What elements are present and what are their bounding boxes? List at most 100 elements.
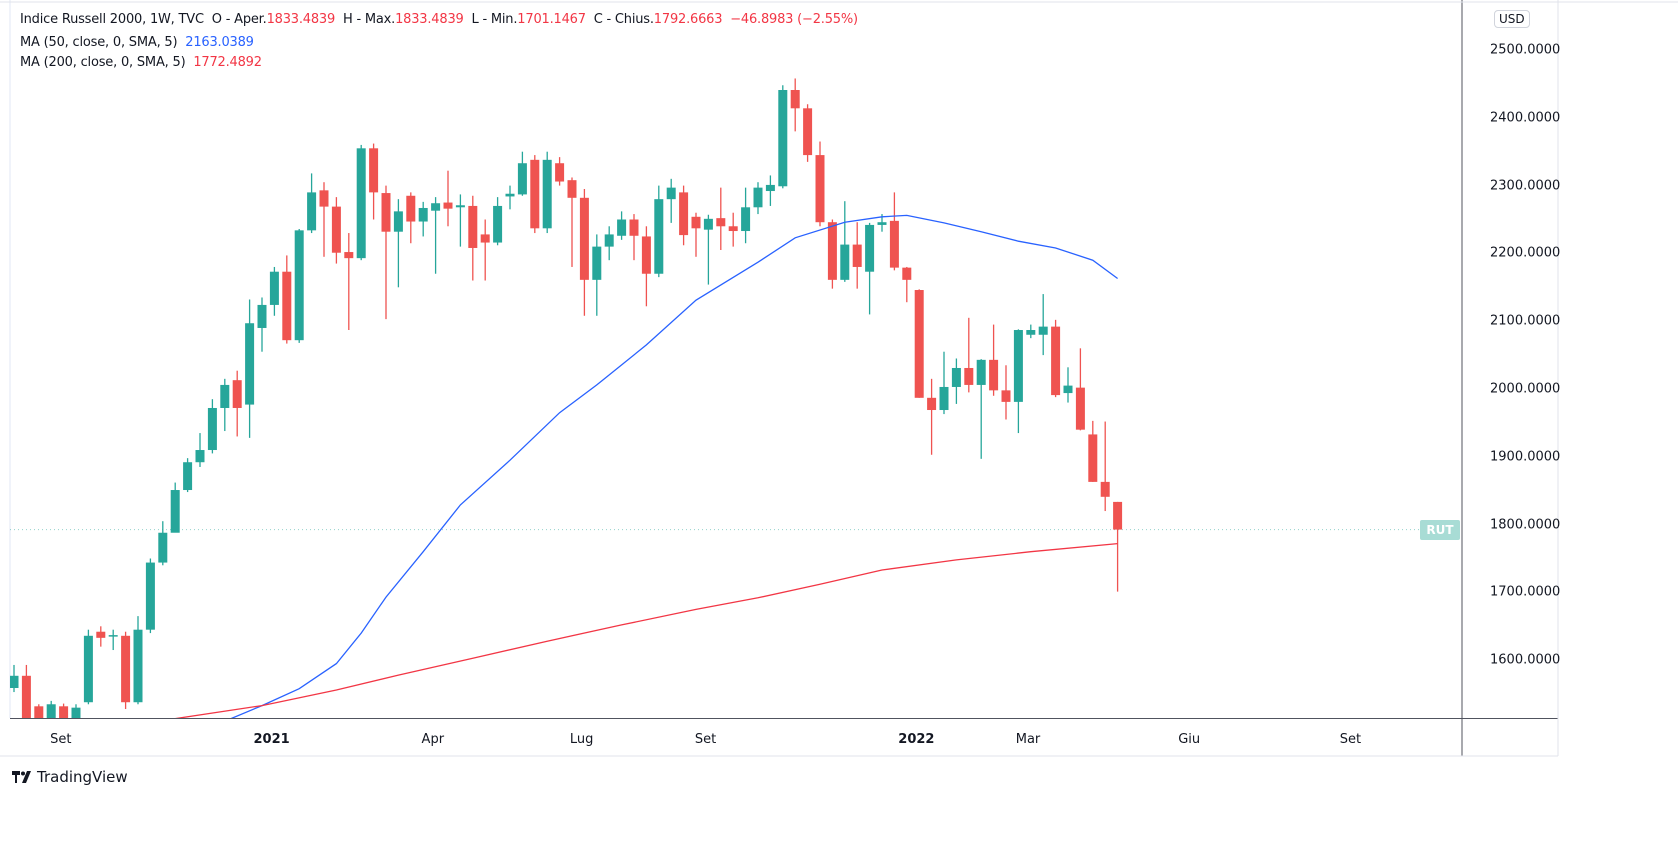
candle xyxy=(790,78,800,132)
candle-body-down xyxy=(852,244,862,267)
candle xyxy=(21,664,31,718)
candle-body-up xyxy=(195,450,205,463)
candle xyxy=(827,219,837,289)
candle-body-down xyxy=(555,163,565,182)
candle-body-up xyxy=(10,675,19,688)
ma50-line xyxy=(230,214,1118,718)
candle xyxy=(654,185,664,278)
candle xyxy=(1051,319,1061,398)
time-tick-label: Set xyxy=(50,732,72,747)
candle-body-up xyxy=(83,635,93,703)
candle xyxy=(158,521,168,566)
candle xyxy=(753,182,763,215)
candle-body-up xyxy=(939,386,949,411)
candle xyxy=(220,378,230,432)
candle-body-down xyxy=(716,218,726,227)
time-tick-label: Set xyxy=(1339,732,1362,747)
candle xyxy=(307,173,317,234)
candle xyxy=(617,211,627,240)
tradingview-logo[interactable]: TradingView xyxy=(12,768,128,786)
candle-body-up xyxy=(307,192,317,231)
candle-body-up xyxy=(1013,330,1023,402)
candle-body-down xyxy=(282,271,292,341)
candle-body-down xyxy=(406,195,416,222)
candle-body-down xyxy=(964,367,974,385)
candle-body-down xyxy=(1100,481,1110,497)
candle xyxy=(269,266,279,316)
candle-body-up xyxy=(1026,330,1036,335)
candle xyxy=(1026,324,1036,339)
open-value: 1833.4839 xyxy=(266,12,336,27)
candle xyxy=(951,358,961,404)
candle-body-down xyxy=(331,206,341,253)
candle xyxy=(46,700,56,718)
candle xyxy=(852,222,862,289)
candle xyxy=(989,324,999,396)
candle xyxy=(406,192,416,244)
candle xyxy=(418,201,428,237)
currency-button[interactable]: USD xyxy=(1494,10,1530,28)
candle-body-up xyxy=(1063,385,1073,394)
candle xyxy=(282,255,292,344)
candle xyxy=(455,194,465,247)
time-tick-label: Lug xyxy=(569,732,594,747)
close-value: 1792.6663 xyxy=(653,12,723,27)
time-tick-label: Mar xyxy=(1015,732,1041,747)
candle xyxy=(344,233,354,331)
candle xyxy=(1063,367,1073,403)
candle xyxy=(71,704,81,718)
candle-body-down xyxy=(468,205,478,248)
candle-body-up xyxy=(840,244,850,280)
candle xyxy=(1038,294,1048,356)
candle xyxy=(1088,420,1098,482)
legend-ma200[interactable]: MA (200, close, 0, SMA, 5) 1772.4892 xyxy=(20,55,262,70)
candle-body-down xyxy=(641,236,651,274)
candle-body-down xyxy=(691,216,701,229)
candle xyxy=(865,222,875,315)
candle-body-down xyxy=(1051,326,1061,396)
candle-body-up xyxy=(71,707,81,718)
candle-body-up xyxy=(183,462,193,491)
candle-body-up xyxy=(865,224,875,272)
candle-body-down xyxy=(728,226,738,232)
candle xyxy=(59,703,69,718)
candle xyxy=(1001,365,1011,420)
candle xyxy=(257,297,267,352)
candle-body-down xyxy=(579,197,589,280)
candle xyxy=(604,226,614,261)
tradingview-logo-icon xyxy=(12,771,31,783)
candle-body-down xyxy=(1001,390,1011,402)
candle xyxy=(703,214,713,285)
candle xyxy=(245,299,255,438)
candle-body-up xyxy=(170,490,180,533)
candle xyxy=(468,195,478,281)
candle-body-up xyxy=(46,704,56,718)
close-label: C - Chius. xyxy=(593,12,654,27)
candle xyxy=(765,175,775,206)
candle-body-down xyxy=(381,193,391,232)
candle-body-up xyxy=(455,205,465,208)
candle xyxy=(840,201,850,282)
candle-body-up xyxy=(108,635,118,637)
candle-body-down xyxy=(803,108,813,156)
candle-body-up xyxy=(517,163,527,195)
price-tick-label: 1900.0000 xyxy=(1490,449,1561,465)
candle-body-up xyxy=(269,271,279,305)
candle xyxy=(741,187,751,244)
candle-body-up xyxy=(220,384,230,408)
candle-body-down xyxy=(319,190,329,207)
candle-body-up xyxy=(666,187,676,200)
high-value: 1833.4839 xyxy=(395,12,464,27)
price-tick-label: 2400.0000 xyxy=(1490,110,1561,126)
candle xyxy=(1013,329,1023,434)
legend-ma50[interactable]: MA (50, close, 0, SMA, 5) 2163.0389 xyxy=(20,35,254,50)
candle-body-up xyxy=(1038,326,1048,335)
candle-body-up xyxy=(133,629,143,703)
candle xyxy=(778,85,788,189)
candle-body-up xyxy=(617,219,627,236)
price-tick-label: 1700.0000 xyxy=(1490,584,1561,600)
candle-body-up xyxy=(778,90,788,187)
symbol-title[interactable]: Indice Russell 2000, 1W, TVC xyxy=(20,12,204,27)
ma200-value: 1772.4892 xyxy=(193,55,262,70)
